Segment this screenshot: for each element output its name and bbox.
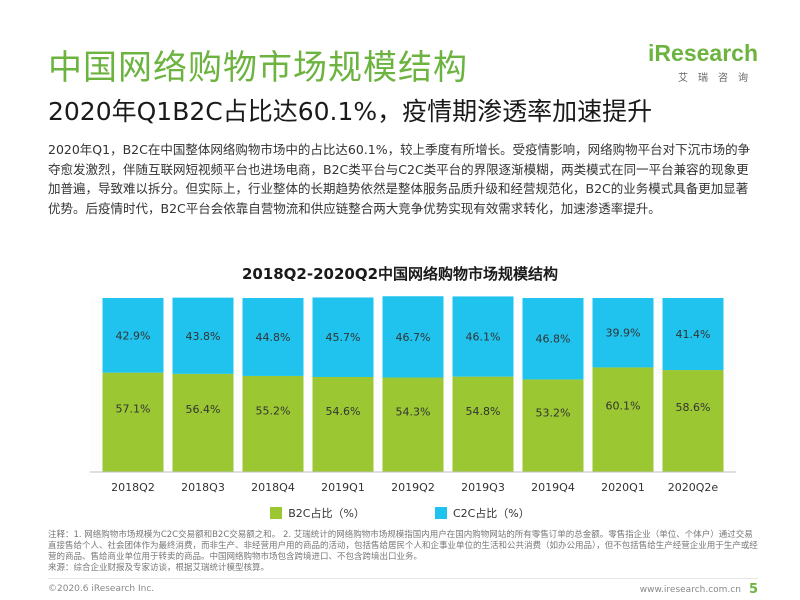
data-label-b2c-2018Q2: 57.1% (116, 402, 151, 415)
source-text: 来源：综合企业财报及专家访谈，根据艾瑞统计模型核算。 (48, 563, 270, 573)
bar-b2c-2019Q3 (452, 376, 514, 472)
website-link[interactable]: www.iresearch.com.cn (639, 584, 741, 595)
footer-divider (48, 578, 758, 579)
bar-c2c-2018Q4 (242, 298, 304, 376)
bar-b2c-2019Q2 (382, 377, 444, 472)
legend-label-c2c: C2C占比（%） (452, 507, 530, 520)
footnotes: 注释：1. 网络购物市场规模为C2C交易额和B2C交易额之和。 2. 艾瑞统计的… (48, 530, 758, 574)
page-title: 中国网络购物市场规模结构 (48, 48, 468, 88)
data-label-c2c-2019Q1: 45.7% (326, 331, 361, 344)
bar-c2c-2019Q2 (382, 296, 444, 378)
bar-b2c-2019Q4 (522, 379, 584, 472)
data-label-c2c-2019Q4: 46.8% (536, 333, 571, 346)
bar-c2c-2018Q2 (102, 298, 164, 373)
data-label-b2c-2019Q4: 53.2% (536, 406, 571, 419)
iresearch-logo: iResearch 艾瑞咨询 (648, 40, 758, 84)
legend-item-b2c: B2C占比（%） (270, 505, 365, 521)
legend-label-b2c: B2C占比（%） (288, 507, 365, 520)
data-label-c2c-2018Q3: 43.8% (186, 330, 221, 343)
data-label-b2c-2019Q3: 54.8% (466, 405, 501, 418)
data-label-b2c-2020Q2e: 58.6% (676, 401, 711, 414)
bar-c2c-2018Q3 (172, 297, 234, 374)
logo-text: iResearch (648, 40, 758, 66)
x-tick-label-2019Q1: 2019Q1 (321, 481, 365, 494)
x-tick-label-2018Q3: 2018Q3 (181, 481, 225, 494)
page-number: 5 (748, 582, 758, 597)
x-tick-label-2019Q3: 2019Q3 (461, 481, 505, 494)
data-label-b2c-2020Q1: 60.1% (606, 399, 641, 412)
page-subtitle: 2020年Q1B2C占比达60.1%，疫情期渗透率加速提升 (48, 97, 653, 126)
chart-title: 2018Q2-2020Q2中国网络购物市场规模结构 (241, 265, 559, 283)
data-label-c2c-2020Q1: 39.9% (606, 327, 641, 340)
bar-c2c-2019Q1 (312, 297, 374, 377)
bar-b2c-2018Q3 (172, 373, 234, 472)
logo-subtext: 艾瑞咨询 (678, 73, 758, 84)
x-tick-label-2018Q2: 2018Q2 (111, 481, 155, 494)
x-tick-label-2020Q1: 2020Q1 (601, 481, 645, 494)
bar-b2c-2018Q4 (242, 375, 304, 472)
data-label-b2c-2019Q2: 54.3% (396, 405, 431, 418)
x-tick-label-2019Q2: 2019Q2 (391, 481, 435, 494)
legend-swatch-b2c (270, 507, 283, 519)
body-paragraph: 2020年Q1，B2C在中国整体网络购物市场中的占比达60.1%，较上季度有所增… (48, 142, 751, 216)
bar-b2c-2019Q1 (312, 376, 374, 472)
bar-c2c-2019Q3 (452, 296, 514, 377)
x-tick-label-2020Q2e: 2020Q2e (668, 481, 719, 494)
data-label-c2c-2018Q4: 44.8% (256, 331, 291, 344)
x-tick-label-2019Q4: 2019Q4 (531, 481, 575, 494)
bar-b2c-2020Q2e (662, 370, 724, 472)
data-label-c2c-2020Q2e: 41.4% (676, 328, 711, 341)
data-label-b2c-2018Q4: 55.2% (256, 404, 291, 417)
bar-c2c-2019Q4 (522, 298, 584, 380)
x-tick-label-2018Q4: 2018Q4 (251, 481, 295, 494)
data-label-b2c-2019Q1: 54.6% (326, 405, 361, 418)
chart-legend: B2C占比（%） C2C占比（%） (0, 505, 800, 521)
bar-b2c-2020Q1 (592, 367, 654, 472)
footer-right: www.iresearch.com.cn 5 (640, 582, 758, 597)
data-label-c2c-2019Q3: 46.1% (466, 331, 501, 344)
notes-text: 注释：1. 网络购物市场规模为C2C交易额和B2C交易额之和。 2. 艾瑞统计的… (48, 530, 758, 562)
bar-b2c-2018Q2 (102, 372, 164, 472)
bar-c2c-2020Q1 (592, 298, 654, 368)
legend-item-c2c: C2C占比（%） (434, 505, 530, 521)
legend-swatch-c2c (434, 507, 447, 519)
copyright: ©2020.6 iResearch Inc. (48, 584, 155, 594)
bar-c2c-2020Q2e (662, 298, 724, 371)
data-label-c2c-2019Q2: 46.7% (396, 331, 431, 344)
data-label-c2c-2018Q2: 42.9% (116, 329, 151, 342)
data-label-b2c-2018Q3: 56.4% (186, 403, 221, 416)
